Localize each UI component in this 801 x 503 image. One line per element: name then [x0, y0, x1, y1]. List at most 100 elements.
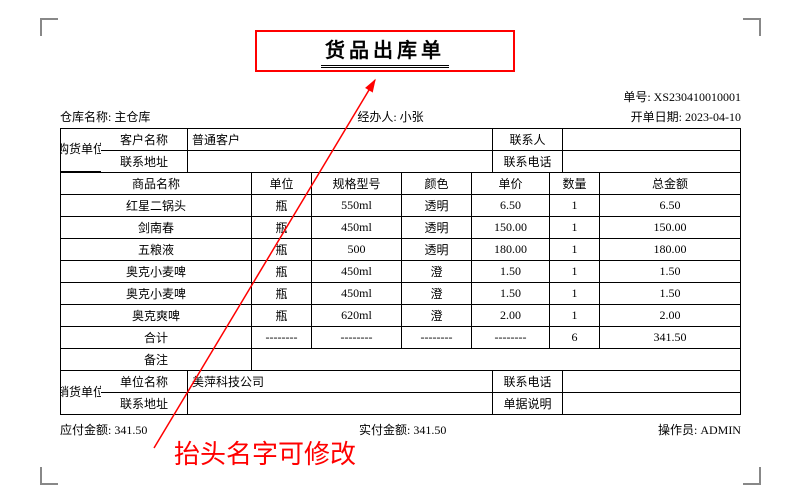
buyer-addr-label: 联系地址 — [101, 151, 187, 172]
cell-price: 2.00 — [471, 305, 549, 326]
cell-amt: 6.50 — [599, 195, 740, 216]
cell-prod: 奥克爽啤 — [61, 305, 251, 326]
cell-price: 150.00 — [471, 217, 549, 238]
cell-unit: 瓶 — [251, 261, 311, 282]
meta-row-docno: 单号: XS230410010001 — [60, 88, 741, 105]
title-box: 货品出库单 — [255, 30, 515, 72]
cell-color: 澄 — [401, 305, 471, 326]
table-row: 奥克小麦啤瓶450ml澄1.5011.50 — [61, 282, 740, 304]
total-label: 合计 — [61, 327, 251, 348]
main-table: 购货单位 客户名称 普通客户 联系人 联系地址 联系电话 — [60, 128, 741, 415]
seller-note-value — [562, 393, 740, 414]
cell-prod: 奥克小麦啤 — [61, 261, 251, 282]
cell-prod: 红星二锅头 — [61, 195, 251, 216]
col-color: 颜色 — [401, 173, 471, 194]
buyer-contact-value — [562, 129, 740, 150]
cell-spec: 450ml — [311, 261, 401, 282]
seller-side-label: 销货单位 — [61, 371, 101, 414]
table-row: 红星二锅头瓶550ml透明6.5016.50 — [61, 194, 740, 216]
total-row: 合计 -------- -------- -------- -------- 6… — [61, 326, 740, 348]
crop-mark-bl — [40, 467, 58, 485]
buyer-phone-label: 联系电话 — [492, 151, 562, 172]
cell-amt: 150.00 — [599, 217, 740, 238]
cell-prod: 剑南春 — [61, 217, 251, 238]
crop-mark-tl — [40, 18, 58, 36]
col-price: 单价 — [471, 173, 549, 194]
cell-qty: 1 — [549, 217, 599, 238]
date: 开单日期: 2023-04-10 — [631, 108, 741, 125]
remark-label: 备注 — [61, 349, 251, 370]
cell-qty: 1 — [549, 195, 599, 216]
buyer-name-label: 客户名称 — [101, 129, 187, 150]
seller-addr-value — [187, 393, 492, 414]
seller-phone-value — [562, 371, 740, 392]
doc-title: 货品出库单 — [321, 34, 449, 68]
seller-addr-label: 联系地址 — [101, 393, 187, 414]
cell-price: 6.50 — [471, 195, 549, 216]
seller-name-label: 单位名称 — [101, 371, 187, 392]
docno: 单号: XS230410010001 — [623, 88, 741, 105]
buyer-side-label: 购货单位 — [61, 129, 101, 172]
paid: 实付金额: 341.50 — [359, 421, 446, 438]
cell-price: 1.50 — [471, 261, 549, 282]
cell-qty: 1 — [549, 239, 599, 260]
total-amt: 341.50 — [599, 327, 740, 348]
table-header: 商品名称 单位 规格型号 颜色 单价 数量 总金额 — [61, 172, 740, 194]
table-row: 奥克小麦啤瓶450ml澄1.5011.50 — [61, 260, 740, 282]
cell-spec: 450ml — [311, 217, 401, 238]
page: 货品出库单 单号: XS230410010001 仓库名称: 主仓库 经办人: … — [0, 0, 801, 503]
table-row: 五粮液瓶500透明180.001180.00 — [61, 238, 740, 260]
cell-unit: 瓶 — [251, 195, 311, 216]
cell-qty: 1 — [549, 261, 599, 282]
cell-spec: 500 — [311, 239, 401, 260]
seller-phone-label: 联系电话 — [492, 371, 562, 392]
cell-amt: 1.50 — [599, 283, 740, 304]
cell-unit: 瓶 — [251, 217, 311, 238]
cell-color: 透明 — [401, 239, 471, 260]
cell-spec: 550ml — [311, 195, 401, 216]
cell-color: 透明 — [401, 217, 471, 238]
total-qty: 6 — [549, 327, 599, 348]
table-row: 剑南春瓶450ml透明150.001150.00 — [61, 216, 740, 238]
cell-qty: 1 — [549, 305, 599, 326]
cell-unit: 瓶 — [251, 283, 311, 304]
annotation-text: 抬头名字可修改 — [174, 434, 356, 471]
cell-color: 澄 — [401, 283, 471, 304]
cell-unit: 瓶 — [251, 239, 311, 260]
warehouse: 仓库名称: 主仓库 — [60, 108, 150, 125]
cell-price: 180.00 — [471, 239, 549, 260]
cell-amt: 1.50 — [599, 261, 740, 282]
cell-spec: 450ml — [311, 283, 401, 304]
col-amt: 总金额 — [599, 173, 740, 194]
crop-mark-br — [743, 467, 761, 485]
table-row: 奥克爽啤瓶620ml澄2.0012.00 — [61, 304, 740, 326]
seller-note-label: 单据说明 — [492, 393, 562, 414]
cell-color: 澄 — [401, 261, 471, 282]
buyer-addr-value — [187, 151, 492, 172]
handler: 经办人: 小张 — [357, 108, 423, 125]
meta-row-main: 仓库名称: 主仓库 经办人: 小张 开单日期: 2023-04-10 — [60, 108, 741, 125]
col-qty: 数量 — [549, 173, 599, 194]
crop-mark-tr — [743, 18, 761, 36]
footer-row: 应付金额: 341.50 实付金额: 341.50 操作员: ADMIN — [60, 421, 741, 438]
buyer-phone-value — [562, 151, 740, 172]
remark-value — [251, 349, 740, 370]
cell-amt: 180.00 — [599, 239, 740, 260]
cell-price: 1.50 — [471, 283, 549, 304]
payable: 应付金额: 341.50 — [60, 421, 147, 438]
col-prod: 商品名称 — [61, 173, 251, 194]
cell-prod: 奥克小麦啤 — [61, 283, 251, 304]
buyer-contact-label: 联系人 — [492, 129, 562, 150]
cell-amt: 2.00 — [599, 305, 740, 326]
cell-unit: 瓶 — [251, 305, 311, 326]
remark-row: 备注 — [61, 348, 740, 370]
buyer-name-value: 普通客户 — [187, 129, 492, 150]
cell-qty: 1 — [549, 283, 599, 304]
cell-prod: 五粮液 — [61, 239, 251, 260]
seller-name-value: 美萍科技公司 — [187, 371, 492, 392]
operator: 操作员: ADMIN — [658, 421, 741, 438]
col-spec: 规格型号 — [311, 173, 401, 194]
cell-spec: 620ml — [311, 305, 401, 326]
col-unit: 单位 — [251, 173, 311, 194]
cell-color: 透明 — [401, 195, 471, 216]
